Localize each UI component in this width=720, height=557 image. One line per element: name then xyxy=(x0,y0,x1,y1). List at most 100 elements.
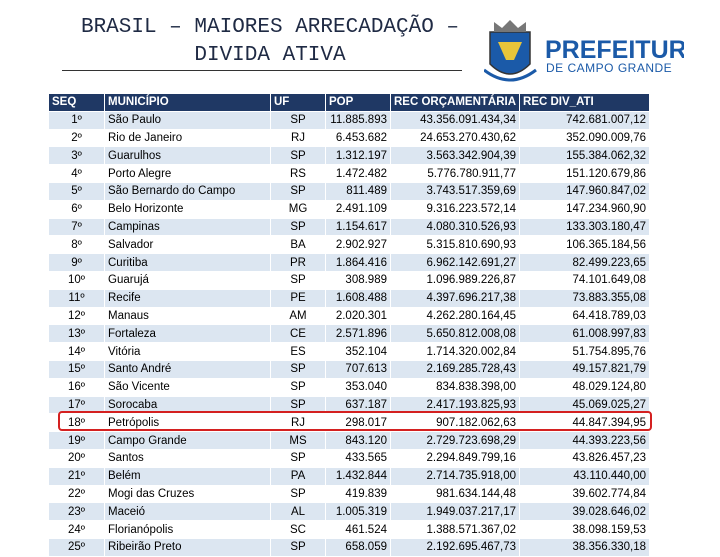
table-cell: 4º xyxy=(48,164,105,183)
ribbon xyxy=(484,68,537,82)
table-cell: 15º xyxy=(48,359,105,379)
column-header: REC ORÇAMENTÁRIA xyxy=(389,93,521,112)
table-cell: 1º xyxy=(48,110,105,130)
title: BRASIL – MAIORES ARRECADAÇÃO – DIVIDA AT… xyxy=(50,14,490,70)
table-cell: Salvador xyxy=(104,235,271,255)
table-cell: 11º xyxy=(48,288,105,308)
table-cell: CE xyxy=(270,324,326,344)
table-cell: 2.902.927 xyxy=(325,235,391,255)
table-cell: 38.356.330,18 xyxy=(519,537,651,557)
table-cell: 2.020.301 xyxy=(325,306,391,326)
table-cell: Mogi das Cruzes xyxy=(104,484,271,504)
table-row: 15º Santo André SP 707.613 2.169.285.728,43 4… xyxy=(48,359,651,379)
table-cell: 9º xyxy=(48,253,105,272)
table-cell: 352.090.009,76 xyxy=(519,128,651,148)
table-cell: Ribeirão Preto xyxy=(104,537,271,557)
table-cell: 1.432.844 xyxy=(325,466,391,486)
table-cell: 48.029.124,80 xyxy=(519,377,651,397)
table-cell: 147.234.960,90 xyxy=(519,199,651,219)
table-cell: 23º xyxy=(48,502,105,522)
table-cell: SP xyxy=(270,217,326,237)
table-cell: 12º xyxy=(48,306,105,326)
table-cell: 24º xyxy=(48,520,105,539)
table-cell: 45.069.025,27 xyxy=(519,395,651,415)
table-cell: MG xyxy=(270,199,326,219)
table-cell: SP xyxy=(270,377,326,397)
table-cell: 39.028.646,02 xyxy=(519,502,651,522)
table-cell: 907.182.062,63 xyxy=(389,413,521,433)
table-row: 5º São Bernardo do Campo SP 811.489 3.743.51… xyxy=(48,181,651,201)
table-cell: 1.388.571.367,02 xyxy=(389,520,521,539)
table-cell: 3º xyxy=(48,146,105,166)
logo-name: PREFEITURA xyxy=(545,36,684,64)
table-cell: 106.365.184,56 xyxy=(519,235,651,255)
table-row: 11º Recife PE 1.608.488 4.397.696.217,38 73.8… xyxy=(48,288,651,308)
table-row: 3º Guarulhos SP 1.312.197 3.563.342.904,39 15… xyxy=(48,146,651,166)
table-cell: 2.729.723.698,29 xyxy=(389,431,521,450)
table-cell: 419.839 xyxy=(325,484,391,504)
table-cell: 82.499.223,65 xyxy=(519,253,651,272)
table-cell: Santo André xyxy=(104,359,271,379)
table-cell: SP xyxy=(270,395,326,415)
table-cell: 74.101.649,08 xyxy=(519,270,651,290)
table-cell: 352.104 xyxy=(325,342,391,361)
table-cell: 43.356.091.434,34 xyxy=(389,110,521,130)
table-cell: 843.120 xyxy=(325,431,391,450)
table-cell: 51.754.895,76 xyxy=(519,342,651,361)
table-row: 7º Campinas SP 1.154.617 4.080.310.526,93 133… xyxy=(48,217,651,237)
table-cell: AM xyxy=(270,306,326,326)
table-cell: 64.418.789,03 xyxy=(519,306,651,326)
table-cell: 43.826.457,23 xyxy=(519,448,651,468)
table-cell: 1.154.617 xyxy=(325,217,391,237)
table-cell: AL xyxy=(270,502,326,522)
table-cell: Curitiba xyxy=(104,253,271,272)
table-cell: 20º xyxy=(48,448,105,468)
table-cell: 2.169.285.728,43 xyxy=(389,359,521,379)
table-cell: 155.384.062,32 xyxy=(519,146,651,166)
table-row: 6º Belo Horizonte MG 2.491.109 9.316.223.572… xyxy=(48,199,651,219)
table-cell: RJ xyxy=(270,413,326,433)
table-row: 21º Belém PA 1.432.844 2.714.735.918,00 43.11… xyxy=(48,466,651,486)
table-cell: RS xyxy=(270,164,326,183)
table-row: 20º Santos SP 433.565 2.294.849.799,16 43.826… xyxy=(48,448,651,468)
column-header: SEQ xyxy=(48,93,105,112)
table-row: 10º Guarujá SP 308.989 1.096.989.226,87 74.10… xyxy=(48,270,651,290)
table-cell: 834.838.398,00 xyxy=(389,377,521,397)
table: SEQ MUNICÍPIO UF POP REC ORÇAMENTÁRIA REC DIV… xyxy=(48,93,651,557)
table-cell: SP xyxy=(270,359,326,379)
table-cell: Belém xyxy=(104,466,271,486)
column-header: POP xyxy=(325,93,391,112)
table-cell: 61.008.997,83 xyxy=(519,324,651,344)
table-row: 2º Rio de Janeiro RJ 6.453.682 24.653.270.43… xyxy=(48,128,651,148)
crown xyxy=(494,20,526,32)
table-cell: SP xyxy=(270,270,326,290)
table-row: 13º Fortaleza CE 2.571.896 5.650.812.008,08 6… xyxy=(48,324,651,344)
table-cell: 742.681.007,12 xyxy=(519,110,651,130)
table-cell: 2º xyxy=(48,128,105,148)
table-row: 9º Curitiba PR 1.864.416 6.962.142.691,27 82.… xyxy=(48,253,651,272)
table-cell: 24.653.270.430,62 xyxy=(389,128,521,148)
table-cell: SP xyxy=(270,110,326,130)
title-underline xyxy=(62,70,462,71)
table-row: 8º Salvador BA 2.902.927 5.315.810.690,93 106… xyxy=(48,235,651,255)
table-cell: 1.096.989.226,87 xyxy=(389,270,521,290)
table-cell: 461.524 xyxy=(325,520,391,539)
table-cell: Guarulhos xyxy=(104,146,271,166)
table-cell: 1.472.482 xyxy=(325,164,391,183)
table-cell: 433.565 xyxy=(325,448,391,468)
table-cell: 25º xyxy=(48,537,105,557)
table-cell: 7º xyxy=(48,217,105,237)
table-row: 23º Maceió AL 1.005.319 1.949.037.217,17 39.0… xyxy=(48,502,651,522)
table-cell: 2.192.695.467,73 xyxy=(389,537,521,557)
table-row: 19º Campo Grande MS 843.120 2.729.723.698,29… xyxy=(48,431,651,450)
table-cell: Campo Grande xyxy=(104,431,271,450)
table-row: 25º Ribeirão Preto SP 658.059 2.192.695.467,… xyxy=(48,537,651,557)
table-cell: 9.316.223.572,14 xyxy=(389,199,521,219)
table-cell: 43.110.440,00 xyxy=(519,466,651,486)
table-cell: 658.059 xyxy=(325,537,391,557)
table-cell: 19º xyxy=(48,431,105,450)
table-cell: 3.563.342.904,39 xyxy=(389,146,521,166)
table-cell: 6º xyxy=(48,199,105,219)
table-cell: 6.962.142.691,27 xyxy=(389,253,521,272)
table-cell: 14º xyxy=(48,342,105,361)
